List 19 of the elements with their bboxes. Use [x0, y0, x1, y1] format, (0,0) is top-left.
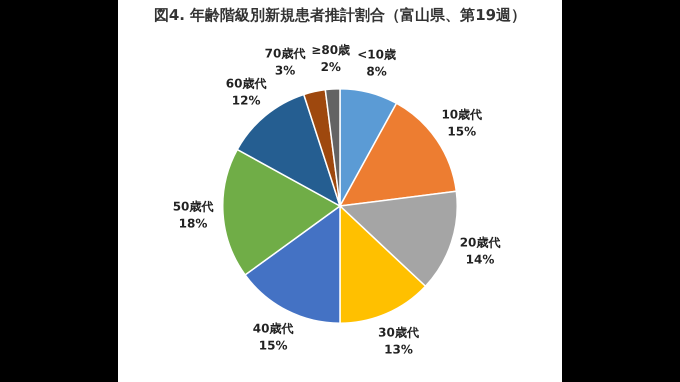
chart-title: 図4. 年齢階級別新規患者推計割合（富山県、第19週） [152, 6, 528, 25]
slice-label: ≥80歳 [311, 43, 350, 58]
data-label: 14% [466, 252, 494, 267]
slice-label: 30歳代 [378, 325, 419, 340]
data-label: 3% [274, 63, 296, 78]
data-label: 18% [178, 216, 208, 230]
slice-label: 70歳代 [264, 46, 306, 60]
slice-label: 20歳代 [460, 236, 500, 250]
slice-label: 40歳代 [252, 321, 294, 336]
slice-label: <10歳 [357, 48, 396, 62]
slice-label: 50歳代 [172, 199, 214, 214]
data-label: 2% [320, 60, 341, 74]
data-label: 12% [232, 94, 261, 108]
data-label: 13% [384, 342, 413, 356]
data-label: 15% [258, 338, 288, 352]
slice-label: 10歳代 [441, 107, 482, 122]
data-label: 15% [447, 124, 476, 138]
data-label: 8% [366, 64, 387, 78]
slice-label: 60歳代 [226, 76, 266, 91]
